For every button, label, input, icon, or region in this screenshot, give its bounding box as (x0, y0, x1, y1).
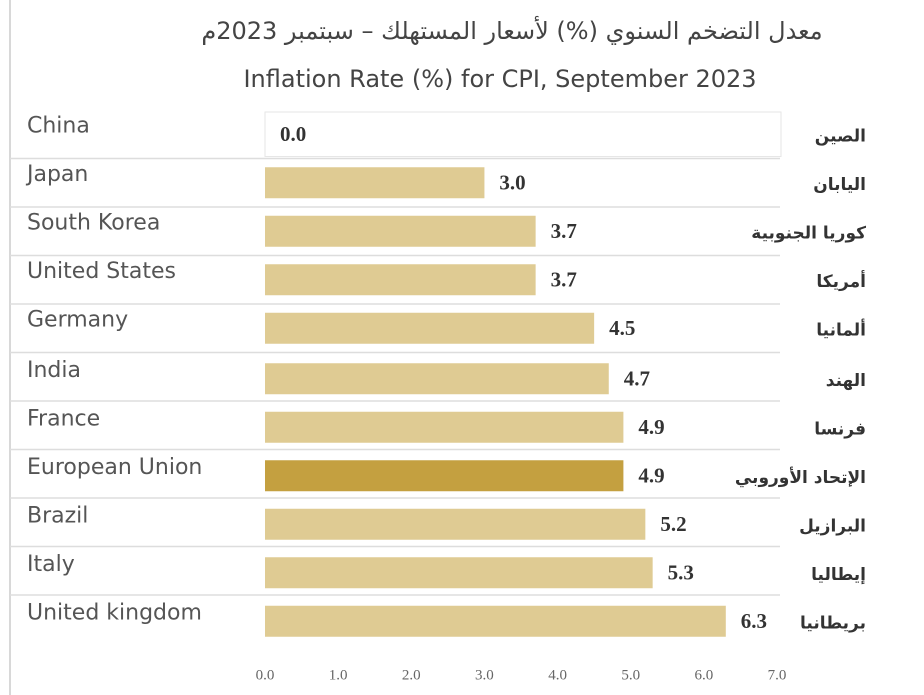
category-label-ar: فرنسا (814, 419, 866, 439)
category-label: United States (27, 259, 176, 284)
bar (265, 411, 624, 443)
bar (265, 215, 536, 247)
bar (265, 460, 624, 492)
bar (265, 363, 609, 395)
x-tick-label: 7.0 (768, 667, 787, 683)
category-label: European Union (27, 455, 202, 480)
category-label-ar: اليابان (813, 175, 866, 195)
x-tick-label: 6.0 (694, 667, 713, 683)
x-tick-label: 1.0 (329, 667, 348, 683)
category-label: China (27, 113, 90, 138)
value-label: 3.7 (551, 268, 577, 292)
category-label: India (27, 358, 81, 383)
bar (265, 557, 653, 589)
bar (265, 605, 726, 637)
category-label: Germany (27, 307, 128, 332)
category-label-ar: البرازيل (799, 516, 866, 536)
bar (265, 264, 536, 296)
category-label: Italy (27, 552, 75, 577)
category-label-ar: بريطانيا (800, 613, 866, 633)
chart-subtitle: Inflation Rate (%) for CPI, September 20… (243, 65, 756, 93)
category-label: South Korea (27, 210, 160, 235)
category-label-ar: كوريا الجنوبية (751, 223, 866, 243)
bar (265, 312, 595, 344)
value-label: 6.3 (741, 609, 767, 633)
value-label: 5.3 (668, 561, 694, 585)
category-label-ar: الهند (826, 371, 866, 391)
value-label: 3.0 (499, 171, 525, 195)
chart-title: معدل التضخم السنوي (%) لأسعار المستهلك –… (201, 16, 822, 45)
value-label: 5.2 (660, 512, 686, 536)
category-label: Japan (25, 162, 88, 187)
category-label-ar: إيطاليا (811, 565, 866, 585)
x-tick-label: 4.0 (548, 667, 567, 683)
category-label-ar: ألمانيا (816, 318, 866, 340)
x-tick-label: 5.0 (621, 667, 640, 683)
value-label: 4.9 (638, 415, 664, 439)
category-label: Brazil (27, 503, 88, 528)
category-label-ar: أمريكا (816, 270, 866, 292)
category-label-ar: الإتحاد الأوروبي (735, 467, 866, 488)
value-label: 4.7 (624, 367, 650, 391)
x-tick-label: 0.0 (256, 667, 275, 683)
bar (265, 508, 646, 540)
category-label: France (27, 406, 100, 431)
x-tick-label: 3.0 (475, 667, 494, 683)
category-label: United kingdom (27, 600, 202, 625)
bar (265, 167, 485, 199)
value-label: 4.9 (638, 464, 664, 488)
value-label: 0.0 (280, 122, 306, 146)
value-label: 3.7 (551, 219, 577, 243)
row-box (264, 111, 782, 157)
value-label: 4.5 (609, 316, 635, 340)
category-label-ar: الصين (815, 126, 866, 146)
x-tick-label: 2.0 (402, 667, 421, 683)
